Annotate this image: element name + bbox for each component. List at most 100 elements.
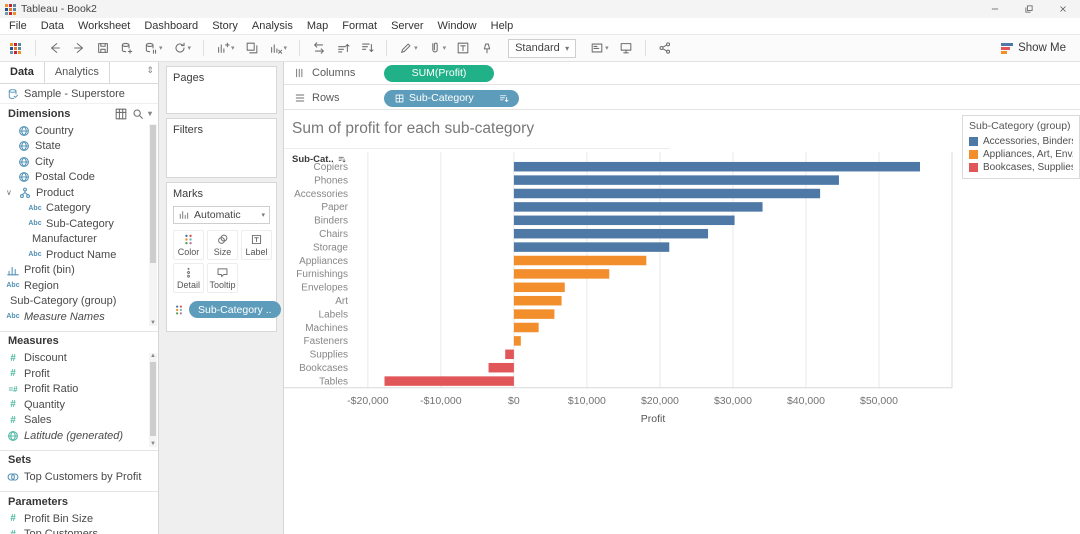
bar-art[interactable]	[513, 295, 562, 306]
field-profit-ratio[interactable]: =# Profit Ratio	[0, 382, 158, 398]
field-city[interactable]: City	[0, 154, 158, 170]
fit-selector[interactable]: Standard ▾	[508, 38, 577, 58]
tab-data[interactable]: Data	[0, 62, 45, 83]
datasource-item[interactable]: Sample - Superstore	[0, 84, 158, 104]
field-category[interactable]: Abc Category	[0, 201, 158, 217]
field-profit[interactable]: # Profit	[0, 366, 158, 382]
field-measure-names[interactable]: Abc Measure Names	[0, 309, 158, 325]
columns-shelf[interactable]: Columns SUM(Profit)	[284, 62, 1080, 85]
bar-furnishings[interactable]	[513, 269, 610, 279]
field-product[interactable]: ∨ Product	[0, 185, 158, 201]
bar-accessories[interactable]	[513, 188, 821, 199]
show-labels-icon[interactable]: ▾	[586, 38, 613, 58]
field-region[interactable]: Abc Region	[0, 278, 158, 294]
menu-analysis[interactable]: Analysis	[251, 20, 293, 32]
menu-dashboard[interactable]: Dashboard	[144, 20, 199, 32]
bar-phones[interactable]	[513, 175, 839, 185]
bar-envelopes[interactable]	[513, 282, 565, 293]
menu-story[interactable]: Story	[212, 20, 238, 32]
size-button[interactable]: Size	[207, 230, 238, 260]
detail-button[interactable]: Detail	[173, 263, 204, 293]
dropdown-caret[interactable]: ▾	[605, 45, 609, 52]
field-top-customers[interactable]: # Top Customers	[0, 527, 158, 534]
menu-format[interactable]: Format	[342, 20, 378, 32]
restore-icon[interactable]	[1012, 0, 1046, 18]
bar-tables[interactable]	[384, 376, 514, 386]
field-state[interactable]: State	[0, 139, 158, 155]
bar-storage[interactable]	[513, 242, 670, 252]
field-postal-code[interactable]: Postal Code	[0, 170, 158, 186]
tab-analytics[interactable]: Analytics	[45, 62, 110, 83]
field-discount[interactable]: # Discount	[0, 351, 158, 367]
field-sub-category[interactable]: Abc Sub-Category	[0, 216, 158, 232]
field-profit-bin[interactable]: Profit (bin)	[0, 263, 158, 279]
pause-updates-icon[interactable]: ▾	[140, 38, 167, 58]
rows-pill-sub-category[interactable]: Sub-Category	[384, 89, 519, 107]
back-icon[interactable]	[44, 38, 66, 58]
mark-type-selector[interactable]: Automatic ▾	[173, 206, 270, 224]
menu-server[interactable]: Server	[391, 20, 424, 32]
refresh-icon[interactable]: ▾	[169, 38, 196, 58]
sort-descending-icon[interactable]	[337, 155, 346, 164]
chevron-down-icon[interactable]: ▾	[147, 109, 152, 118]
highlight-icon[interactable]: ▾	[395, 38, 422, 58]
row-field-header[interactable]: Sub-Cat..	[292, 154, 346, 165]
tooltip-button[interactable]: Tooltip	[207, 263, 238, 293]
expand-chevron-icon[interactable]: ∨	[6, 188, 12, 198]
dropdown-caret[interactable]: ▾	[159, 45, 163, 52]
field-product-name[interactable]: Abc Product Name	[0, 247, 158, 263]
duplicate-icon[interactable]	[241, 38, 263, 58]
field-top-customers-by-profit[interactable]: Top Customers by Profit	[0, 470, 158, 486]
dimensions-scrollbar[interactable]: ▼	[149, 124, 157, 326]
menu-map[interactable]: Map	[306, 20, 329, 32]
columns-pill-sum-profit[interactable]: SUM(Profit)	[384, 64, 494, 82]
pages-shelf[interactable]: Pages	[166, 66, 277, 114]
color-legend[interactable]: Sub-Category (group) Accessories, Binder…	[962, 115, 1080, 179]
bar-fasteners[interactable]	[513, 336, 521, 346]
bar-copiers[interactable]	[513, 161, 921, 172]
legend-item-bookcases-supplies[interactable]: Bookcases, Supplies,...	[969, 161, 1073, 174]
menu-window[interactable]: Window	[437, 20, 477, 32]
presentation-icon[interactable]	[615, 38, 637, 58]
field-profit-bin-size[interactable]: # Profit Bin Size	[0, 511, 158, 527]
minimize-icon[interactable]	[978, 0, 1012, 18]
close-icon[interactable]	[1046, 0, 1080, 18]
bar-appliances[interactable]	[513, 255, 647, 266]
text-label-icon[interactable]	[452, 38, 474, 58]
bar-machines[interactable]	[513, 322, 539, 333]
pane-control-icon[interactable]: ⇕	[146, 65, 154, 75]
field-manufacturer[interactable]: Manufacturer	[0, 232, 158, 248]
menu-help[interactable]: Help	[490, 20, 514, 32]
measures-scrollbar[interactable]: ▲ ▼	[149, 353, 157, 447]
dropdown-caret[interactable]: ▾	[414, 45, 418, 52]
marks-pill[interactable]: Sub-Category ..	[189, 301, 281, 318]
field-sales[interactable]: # Sales	[0, 413, 158, 429]
clear-sheet-icon[interactable]: ▾	[265, 38, 292, 58]
legend-item-appliances-art-env[interactable]: Appliances, Art, Env..	[969, 148, 1073, 161]
fix-axes-icon[interactable]	[476, 38, 498, 58]
save-icon[interactable]	[92, 38, 114, 58]
bar-binders[interactable]	[513, 215, 735, 226]
dropdown-caret[interactable]: ▾	[187, 45, 192, 52]
bar-bookcases[interactable]	[488, 362, 514, 373]
field-latitude-generated[interactable]: Latitude (generated)	[0, 428, 158, 444]
show-me-button[interactable]: Show Me	[995, 40, 1072, 56]
legend-item-accessories-binders[interactable]: Accessories, Binders..	[969, 135, 1073, 148]
bar-paper[interactable]	[513, 202, 763, 212]
rows-shelf[interactable]: Rows Sub-Category	[284, 87, 1080, 110]
sort-descending-icon[interactable]	[356, 38, 378, 58]
dropdown-caret[interactable]: ▾	[283, 45, 288, 52]
forward-icon[interactable]	[68, 38, 90, 58]
bar-supplies[interactable]	[505, 349, 514, 360]
color-button[interactable]: Color	[173, 230, 204, 260]
swap-axes-icon[interactable]	[308, 38, 330, 58]
bar-labels[interactable]	[513, 309, 555, 319]
filters-shelf[interactable]: Filters	[166, 118, 277, 178]
bar-chairs[interactable]	[513, 228, 709, 239]
field-country[interactable]: Country	[0, 123, 158, 139]
label-button[interactable]: Label	[241, 230, 272, 260]
field-sub-category-group[interactable]: Sub-Category (group)	[0, 294, 158, 310]
dropdown-caret[interactable]: ▾	[231, 45, 235, 52]
format-icon[interactable]: ▾	[424, 38, 451, 58]
dropdown-caret[interactable]: ▾	[442, 45, 447, 52]
